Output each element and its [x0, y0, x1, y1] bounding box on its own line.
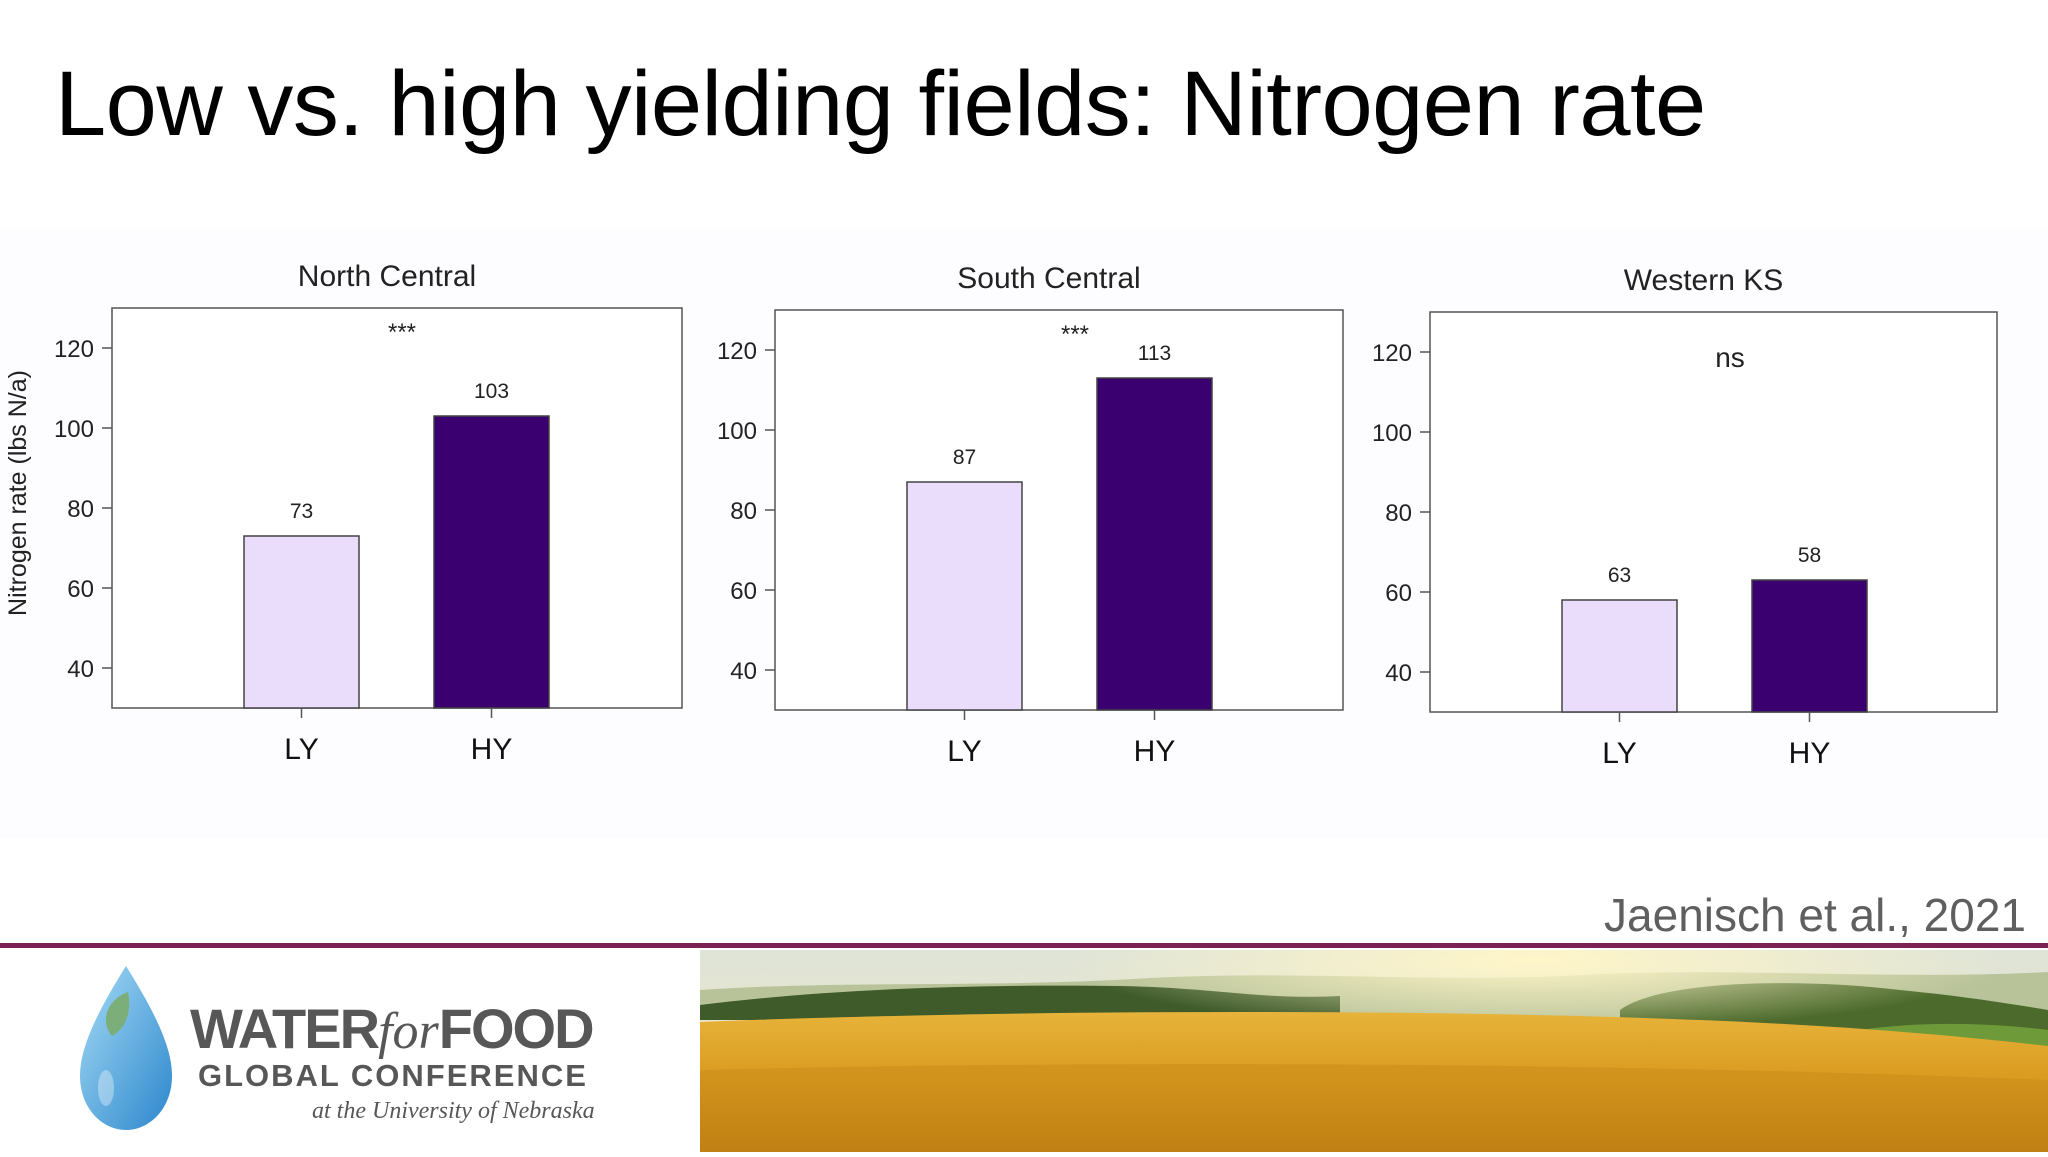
chart-1-bar-hy — [433, 415, 550, 709]
chart-1-plot-frame — [111, 307, 683, 709]
chart-2-x-tick-label: LY — [947, 735, 981, 768]
chart-1-data-label: 103 — [474, 380, 509, 403]
chart-3-y-tick-label: 120 — [1372, 340, 1412, 367]
chart-3-y-tick-label: 100 — [1372, 420, 1412, 447]
logo-wordmark: WATERforFOOD — [190, 996, 595, 1061]
charts-svg: North Central 40 60 80 100 120 73 LY 103 HY *** Nit… — [4, 260, 1998, 770]
chart-2-y-tick-label: 60 — [730, 578, 757, 605]
conference-logo — [0, 948, 700, 1152]
chart-2-plot-frame — [774, 309, 1344, 711]
chart-3-significance-annotation: ns — [1715, 342, 1745, 373]
chart-2-bar-hy — [1096, 377, 1213, 711]
chart-1-y-tick-label: 40 — [67, 656, 94, 683]
chart-2-y-tick-label: 120 — [717, 338, 757, 365]
chart-1-y-tick-label: 60 — [67, 576, 94, 603]
water-drop-icon — [80, 966, 172, 1130]
divider-line — [0, 943, 2048, 948]
chart-1-y-axis-label: Nitrogen rate (lbs N/a) — [4, 370, 32, 616]
chart-3-bar-hy — [1751, 579, 1868, 713]
chart-2-data-label: 113 — [1138, 342, 1171, 365]
chart-2-data-label: 87 — [953, 446, 976, 469]
wheat-field-photo — [700, 950, 2048, 1152]
chart-2-title: South Central — [957, 262, 1140, 295]
chart-3-plot-frame — [1429, 311, 1998, 713]
logo-word-water: WATER — [190, 997, 380, 1060]
citation: Jaenisch et al., 2021 — [1604, 889, 2026, 941]
chart-1-significance-annotation: *** — [388, 319, 416, 346]
chart-1-bar-ly — [243, 535, 360, 709]
chart-1-x-tick-label: LY — [284, 733, 318, 766]
logo-word-for: for — [378, 1003, 439, 1060]
chart-3-x-tick-label: HY — [1789, 737, 1831, 770]
logo-word-food: FOOD — [438, 997, 595, 1060]
chart-3-data-label: 58 — [1798, 544, 1821, 567]
chart-3-y-tick-label: 60 — [1385, 580, 1412, 607]
chart-1-data-label: 73 — [290, 500, 313, 523]
chart-2-significance-annotation: *** — [1061, 321, 1089, 348]
chart-2-y-tick-label: 40 — [730, 658, 757, 685]
chart-1-y-tick-label: 80 — [67, 496, 94, 523]
chart-3-y-tick-label: 80 — [1385, 500, 1412, 527]
chart-2-y-tick-label: 100 — [717, 418, 757, 445]
chart-3-y-tick-label: 40 — [1385, 660, 1412, 687]
chart-2-y-tick-label: 80 — [730, 498, 757, 525]
chart-1-y-tick-label: 120 — [54, 336, 94, 363]
chart-1-title: North Central — [298, 260, 476, 293]
chart-3-data-label: 63 — [1608, 564, 1631, 587]
slide-title: Low vs. high yielding fields: Nitrogen r… — [55, 53, 1706, 155]
logo-university-text: at the University of Nebraska — [312, 1098, 595, 1124]
chart-3-x-tick-label: LY — [1602, 737, 1636, 770]
chart-panel: North Central 40 60 80 100 120 73 LY 103 HY *** Nit… — [0, 228, 2048, 838]
chart-1-x-tick-label: HY — [471, 733, 513, 766]
chart-3-title: Western KS — [1624, 264, 1784, 297]
chart-1-y-tick-label: 100 — [54, 416, 94, 443]
chart-2-bar-ly — [906, 481, 1023, 711]
chart-2-x-tick-label: HY — [1134, 735, 1176, 768]
chart-3-bar-ly — [1561, 599, 1678, 713]
logo-conference-text: GLOBAL CONFERENCE — [198, 1058, 588, 1093]
